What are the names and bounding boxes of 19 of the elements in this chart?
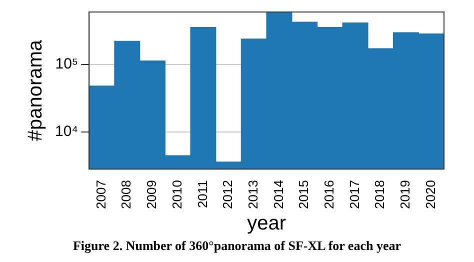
x-tick-label: 2017 [346,180,362,209]
x-axis-title: year [247,212,286,235]
x-tick-label: 2007 [93,180,108,209]
x-tick-label: 2020 [422,180,438,209]
x-tick-label: 2014 [270,180,286,209]
y-axis-title: #panorama [24,39,47,142]
x-tick-label: 2010 [169,180,184,209]
x-tick-label: 2012 [220,180,236,209]
x-tick-label: 2013 [245,180,260,209]
x-tick-label: 2009 [144,180,160,209]
x-tick-label: 2019 [398,180,413,209]
x-tick-label: 2016 [322,180,337,209]
caption: Figure 2. Number of 360°panorama of SF-XL for each year [72,238,402,254]
x-tick-label: 2015 [296,180,312,209]
x-tick-label: 2011 [194,180,210,208]
x-tick-label: 2018 [372,180,388,209]
y-tick-label: 10⁴ [54,122,78,140]
y-tick-label: 10⁵ [55,56,78,73]
x-tick-label: 2008 [118,180,134,209]
